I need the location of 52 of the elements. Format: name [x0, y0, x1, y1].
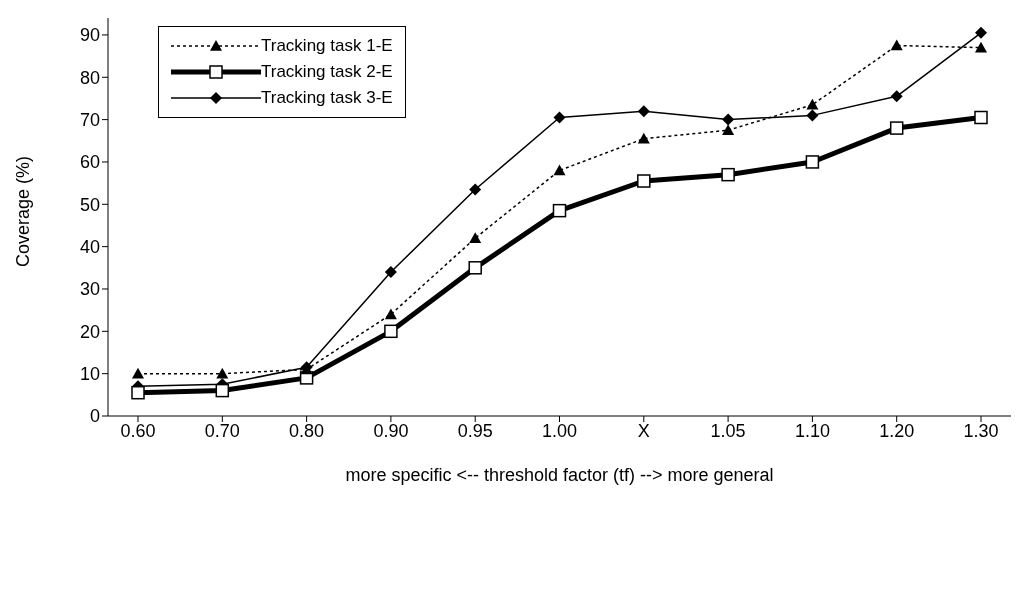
- point: [806, 109, 819, 122]
- point: [890, 39, 903, 51]
- y-tick-label: 30: [79, 279, 100, 300]
- y-tick-label: 50: [79, 194, 100, 215]
- point: [552, 203, 567, 218]
- point: [131, 385, 145, 400]
- point: [974, 110, 988, 125]
- point: [889, 121, 904, 135]
- x-tick-label: 0.80: [289, 420, 325, 441]
- point: [468, 261, 482, 275]
- x-tick-label: X: [637, 420, 650, 441]
- x-tick-label: 0.70: [204, 420, 240, 441]
- y-tick-label: 40: [79, 237, 100, 258]
- point: [637, 105, 650, 118]
- point: [216, 367, 229, 379]
- y-tick-label: 60: [79, 152, 100, 173]
- x-tick-label: 1.10: [794, 420, 830, 441]
- point: [384, 308, 397, 320]
- point: [722, 113, 735, 126]
- point: [805, 155, 820, 169]
- point: [384, 266, 397, 279]
- point: [721, 167, 735, 182]
- point: [806, 98, 819, 110]
- point: [637, 174, 651, 188]
- point: [722, 124, 735, 135]
- x-tick-label: 1.30: [963, 420, 999, 441]
- y-axis-title: Coverage (%): [13, 155, 34, 267]
- legend-label: Tracking task 2-E: [261, 62, 393, 82]
- y-tick-label: 80: [79, 67, 100, 88]
- point: [469, 183, 482, 196]
- y-tick-label: 0: [89, 406, 100, 427]
- point: [890, 90, 903, 103]
- y-tick-label: 90: [79, 25, 100, 46]
- x-axis-title: more specific <-- threshold factor (tf) --> more general: [345, 465, 774, 485]
- y-tick-label: 70: [79, 110, 100, 131]
- x-tick-label: 0.60: [120, 420, 156, 441]
- point: [553, 164, 566, 176]
- legend-label: Tracking task 3-E: [261, 88, 393, 108]
- point: [553, 111, 566, 124]
- point: [215, 383, 230, 398]
- y-tick-label: 20: [79, 321, 100, 342]
- x-tick-label: 1.20: [879, 420, 915, 441]
- point: [469, 232, 482, 243]
- y-tick-label: 10: [79, 364, 100, 385]
- x-tick-label: 1.00: [541, 420, 578, 441]
- x-tick-label: 0.90: [373, 420, 409, 441]
- point: [975, 26, 987, 39]
- x-tick-label: 0.95: [457, 420, 493, 441]
- x-tick-label: 1.05: [710, 420, 746, 441]
- point: [384, 324, 398, 339]
- point: [637, 132, 650, 144]
- legend-label: Tracking task 1-E: [261, 36, 393, 56]
